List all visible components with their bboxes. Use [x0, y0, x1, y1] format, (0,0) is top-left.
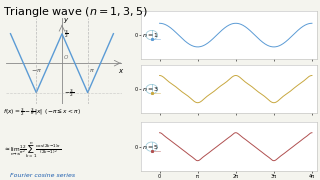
- Text: Fourier cosine series: Fourier cosine series: [10, 173, 75, 178]
- Text: $O$: $O$: [63, 53, 69, 61]
- Text: $\approx \lim_{n\to\infty}\frac{12}{\pi^2}\sum_{k=1}^{n}\frac{\cos(2k{-}1)x}{(2k: $\approx \lim_{n\to\infty}\frac{12}{\pi^…: [3, 141, 61, 160]
- Text: Triangle wave $(n = 1, 3, 5)$: Triangle wave $(n = 1, 3, 5)$: [3, 5, 148, 19]
- Text: $\frac{3}{2}$: $\frac{3}{2}$: [64, 28, 68, 40]
- Text: $x$: $x$: [117, 67, 124, 75]
- Text: $n = 3$: $n = 3$: [142, 85, 159, 93]
- Text: $-\pi$: $-\pi$: [31, 67, 42, 74]
- Text: $n = 5$: $n = 5$: [142, 143, 159, 151]
- Text: $y$: $y$: [63, 16, 69, 25]
- Text: $-\frac{3}{2}$: $-\frac{3}{2}$: [64, 87, 74, 99]
- Text: $f(x) = \frac{3}{2} - \frac{3}{\pi}|x|\;\;(-\pi \leq x < \pi)$: $f(x) = \frac{3}{2} - \frac{3}{\pi}|x|\;…: [3, 106, 81, 118]
- Text: $\pi$: $\pi$: [89, 67, 94, 74]
- Text: $n = 1$: $n = 1$: [142, 31, 159, 39]
